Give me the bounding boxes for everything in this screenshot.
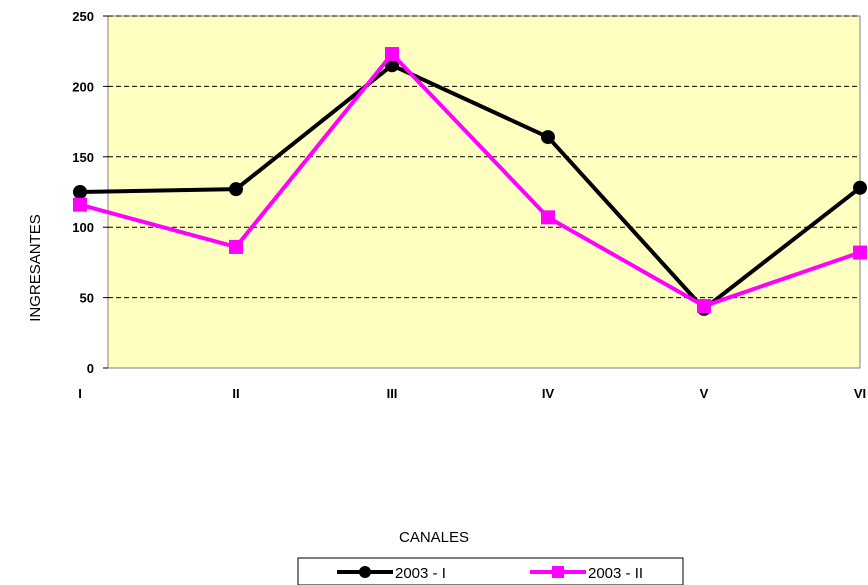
data-point	[385, 47, 399, 62]
data-point	[541, 210, 555, 225]
legend-label: 2003 - II	[588, 565, 643, 582]
x-tick-label: IV	[542, 386, 555, 401]
x-axis-title: CANALES	[399, 529, 469, 546]
data-point	[853, 180, 867, 195]
data-point	[73, 197, 87, 212]
data-point	[73, 185, 87, 199]
data-point	[385, 58, 399, 73]
x-tick-label: I	[78, 386, 82, 401]
y-tick-label: 150	[72, 150, 94, 165]
y-tick-label: 250	[72, 9, 94, 24]
y-axis-ticks: 0 50 100 150 200 250	[72, 9, 108, 376]
series-layer	[73, 47, 867, 316]
legend-item: 2003 - I	[337, 565, 446, 582]
data-point	[229, 182, 243, 197]
data-point	[229, 239, 243, 254]
series-line	[79, 52, 861, 309]
y-tick-label: 100	[72, 220, 94, 235]
legend: 2003 - I 2003 - II	[297, 557, 684, 585]
x-tick-label: III	[387, 386, 398, 401]
y-tick-label: 200	[72, 79, 94, 94]
legend-marker	[359, 566, 371, 578]
data-point	[853, 245, 867, 260]
x-tick-label: VI	[854, 386, 866, 401]
y-tick-label: 0	[87, 361, 94, 376]
data-point	[541, 130, 555, 145]
series-2	[73, 47, 867, 314]
legend-label: 2003 - I	[395, 565, 446, 582]
x-tick-label: II	[232, 386, 239, 401]
x-tick-label: V	[700, 386, 709, 401]
legend-item: 2003 - II	[530, 565, 643, 582]
legend-marker	[552, 566, 564, 578]
series-line	[79, 63, 862, 311]
data-point	[697, 299, 711, 314]
plot-area	[107, 15, 861, 369]
y-tick-label: 50	[80, 291, 94, 306]
y-axis-title: INGRESANTES	[27, 214, 44, 322]
x-axis-ticks: I II III IV V VI	[78, 386, 866, 401]
